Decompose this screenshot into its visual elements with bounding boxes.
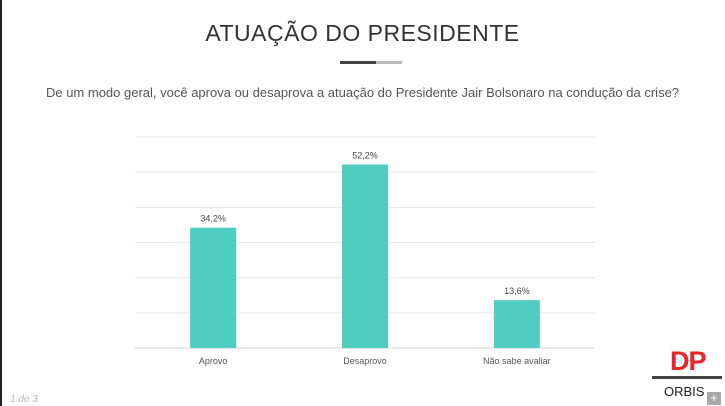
page-title: ATUAÇÃO DO PRESIDENTE — [205, 20, 520, 46]
data-label: 52,2% — [352, 150, 378, 160]
page-indicator: 1 de 3 — [10, 394, 38, 405]
zoom-plus-button[interactable]: + — [707, 392, 721, 405]
category-label: Desaprovo — [343, 356, 387, 366]
survey-question: De um modo geral, você aprova ou desapro… — [45, 85, 680, 100]
bar — [493, 300, 540, 348]
logo-divider — [652, 376, 722, 379]
left-border — [0, 0, 2, 406]
orbis-logo: ORBIS — [664, 384, 705, 399]
category-label: Não sabe avaliar — [483, 356, 551, 366]
category-label: Aprovo — [199, 356, 228, 366]
title-underline-light — [376, 61, 402, 64]
bar — [190, 227, 237, 348]
data-label: 13,6% — [504, 286, 530, 296]
title-underline-dark — [340, 61, 376, 64]
data-label: 34,2% — [200, 214, 226, 224]
dp-logo: DP — [670, 346, 707, 376]
bar — [342, 164, 388, 348]
